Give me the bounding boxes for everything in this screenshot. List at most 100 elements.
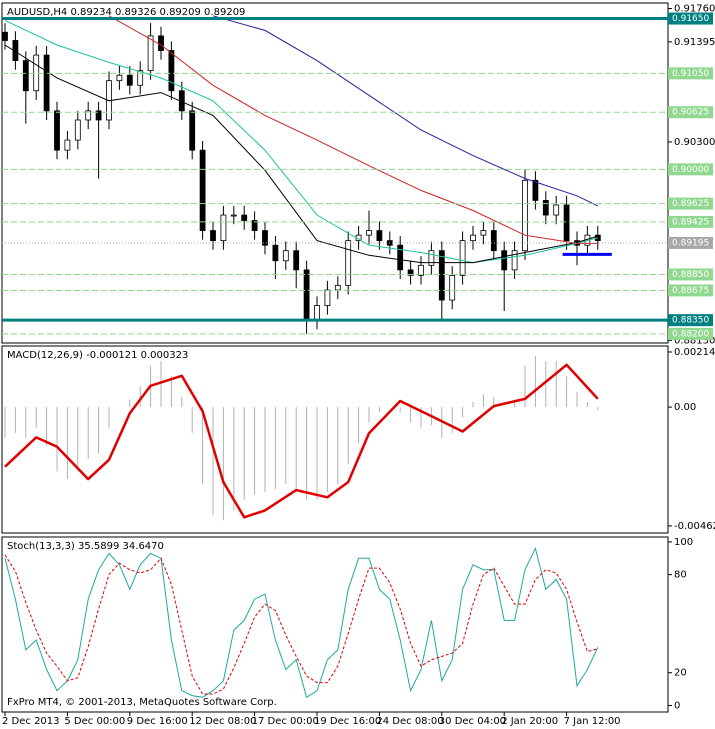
level-label: 0.88200 <box>672 329 709 339</box>
candle-body <box>470 234 476 242</box>
y-tick-label: 0.002147 <box>674 347 715 358</box>
candle-body <box>230 214 237 217</box>
x-tick-label: 30 Dec 04:00 <box>439 716 506 727</box>
x-tick-label: 2 Jan 20:00 <box>501 716 558 727</box>
x-tick-label: 2 Dec 2013 <box>2 716 60 727</box>
candle-body <box>511 250 518 271</box>
level-label-box <box>668 314 713 327</box>
level-label-box <box>668 215 713 228</box>
candle-body <box>480 230 487 236</box>
x-tick-label: 19 Dec 16:00 <box>314 716 381 727</box>
candle-body <box>220 214 227 242</box>
candle-body <box>22 60 29 92</box>
level-label: 0.88350 <box>672 316 709 326</box>
candle-body <box>262 230 268 246</box>
level-label: 0.90625 <box>672 108 709 118</box>
plot-area <box>2 15 612 334</box>
panel-title: AUDUSD,H4 0.89234 0.89326 0.89209 0.8920… <box>7 7 245 18</box>
candle-body <box>282 250 289 262</box>
level-label-box <box>668 236 713 249</box>
level-label: 0.88850 <box>672 270 709 280</box>
candle-body <box>449 274 456 301</box>
candle-body <box>490 230 497 252</box>
candle-body <box>74 119 81 141</box>
candle-body <box>2 31 8 41</box>
stoch-line <box>4 546 599 699</box>
stoch-line <box>4 554 598 695</box>
x-tick-label: 12 Dec 08:00 <box>189 716 256 727</box>
candle-body <box>418 264 424 276</box>
level-label: 0.89625 <box>672 199 709 209</box>
y-tick-label: 20 <box>674 668 687 679</box>
level-label: 0.91050 <box>672 69 709 79</box>
level-label-box <box>668 67 713 80</box>
candle-body <box>366 230 372 236</box>
y-tick-label: 0 <box>674 700 680 711</box>
y-tick-label: 0.00 <box>674 402 696 413</box>
level-label: 0.90000 <box>672 165 709 175</box>
candle-body <box>126 74 133 86</box>
level-label-box <box>668 163 713 176</box>
candle-body <box>241 214 248 221</box>
panel-title: Stoch(13,3,3) 35.5899 34.6470 <box>7 541 164 552</box>
candle-body <box>376 230 383 242</box>
y-tick-label: 0.90300 <box>674 137 715 148</box>
candle-body <box>199 149 206 231</box>
candle-body <box>251 220 258 231</box>
candle-body <box>594 234 601 242</box>
y-tick-label: 100 <box>674 537 693 548</box>
candle-body <box>428 250 435 266</box>
level-label: 0.91650 <box>672 14 709 24</box>
candle-body <box>397 244 404 271</box>
x-tick-label: 7 Jan 12:00 <box>564 716 621 727</box>
level-label-box <box>668 284 713 297</box>
level-label-box <box>668 197 713 210</box>
x-tick-label: 9 Dec 16:00 <box>127 716 188 727</box>
level-label: 0.88675 <box>672 286 709 296</box>
candle-body <box>334 285 341 291</box>
level-label-box <box>668 12 713 25</box>
y-tick-label: 0.91760 <box>674 3 715 14</box>
candle-body <box>532 179 539 201</box>
y-tick-label: 80 <box>674 570 687 581</box>
candle-body <box>64 139 71 151</box>
stoch-panel <box>1 536 669 713</box>
candle-body <box>95 110 102 121</box>
moving-average <box>212 15 599 207</box>
candle-body <box>54 110 60 151</box>
candle-body <box>147 35 154 72</box>
candle-body <box>158 35 164 51</box>
candle-body <box>272 244 279 262</box>
x-tick-label: 5 Dec 00:00 <box>64 716 125 727</box>
panel-title: MACD(12,26,9) -0.000121 0.000323 <box>7 350 188 361</box>
y-tick-label: 0.88130 <box>674 335 715 346</box>
macd-panel <box>1 345 669 534</box>
candle-body <box>345 240 352 286</box>
signal-line <box>4 363 599 519</box>
level-label-box <box>668 327 713 340</box>
x-tick-label: 17 Dec 00:00 <box>252 716 319 727</box>
candle-body <box>189 110 196 151</box>
candle-body <box>324 289 331 306</box>
candle-body <box>522 179 528 252</box>
y-tick-label: 0.91395 <box>674 37 715 48</box>
candle-body <box>43 54 50 112</box>
candle-body <box>85 110 92 121</box>
candle-body <box>314 305 320 321</box>
candle-body <box>563 204 570 242</box>
moving-average <box>4 19 598 264</box>
candle-body <box>303 269 310 321</box>
candle-body <box>168 50 175 92</box>
moving-average <box>4 44 598 264</box>
y-tick-label: -0.004624 <box>674 521 715 532</box>
x-tick-label: 24 Dec 08:00 <box>376 716 443 727</box>
candle-body <box>501 250 508 271</box>
footer: FxPro MT4, © 2001-2013, MetaQuotes Softw… <box>7 697 277 708</box>
candle-body <box>293 250 300 271</box>
level-label: 0.89425 <box>672 217 709 227</box>
candle-body <box>542 200 549 216</box>
level-label-box <box>668 106 713 119</box>
candle-body <box>137 70 144 86</box>
